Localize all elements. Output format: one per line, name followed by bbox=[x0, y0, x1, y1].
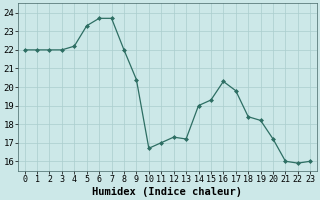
X-axis label: Humidex (Indice chaleur): Humidex (Indice chaleur) bbox=[92, 186, 243, 197]
